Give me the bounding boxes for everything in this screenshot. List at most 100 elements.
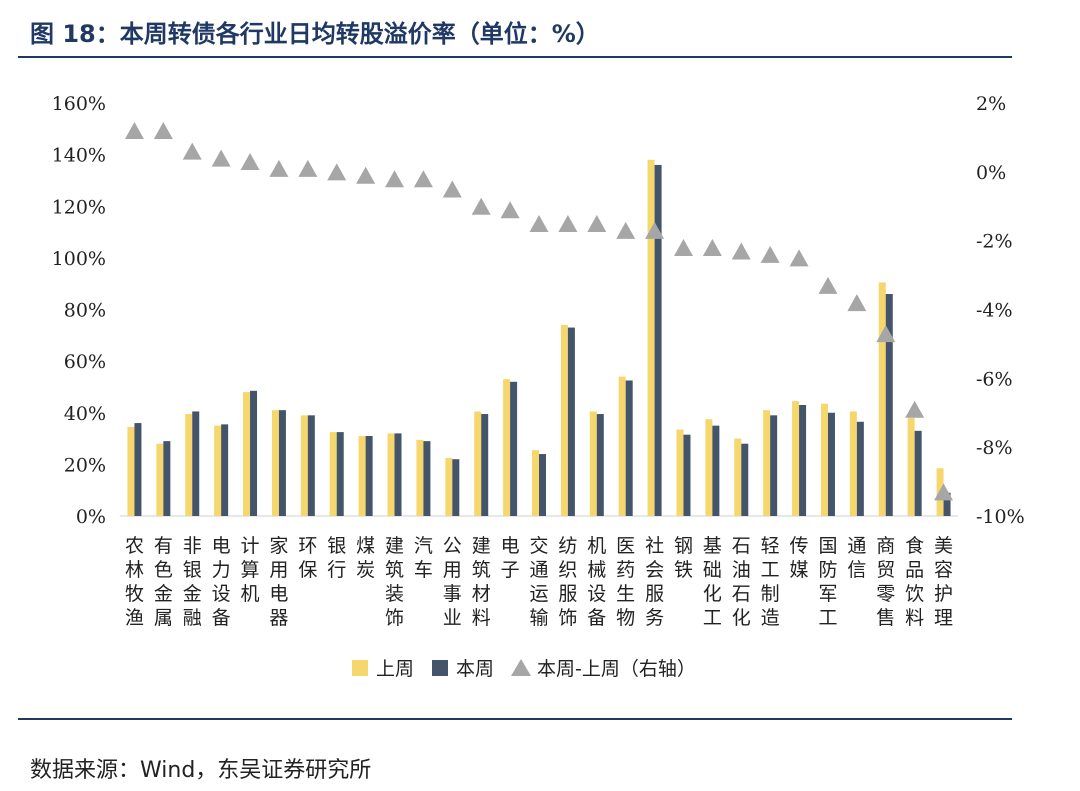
legend-label-this-week: 本周 [456,658,494,680]
x-category-label-char: 服 [558,583,577,605]
bar-this-week [770,415,778,516]
bar-this-week [423,441,431,516]
y-left-tick-label: 120% [52,196,106,218]
diff-triangle-marker [818,276,838,294]
figure-title: 图 18：本周转债各行业日均转股溢价率（单位：%） [30,20,600,48]
bar-this-week [452,459,460,516]
bar-last-week [127,426,135,516]
x-category-label-char: 用 [269,559,288,581]
x-category-label-char: 化 [732,607,751,629]
bar-last-week [503,379,511,516]
legend-marker-diff [511,659,531,676]
x-category-label-char: 商 [876,535,895,557]
x-category-label-char: 属 [154,607,173,629]
x-category-label-char: 用 [443,559,462,581]
y-left-tick-label: 40% [64,403,106,425]
diff-triangle-marker [529,214,549,232]
x-category-label-char: 车 [414,559,433,581]
x-category-label-char: 信 [847,559,866,581]
diff-triangle-marker [587,214,607,232]
bar-this-week [712,425,720,516]
bar-this-week [596,414,604,516]
bar-this-week [278,410,286,516]
x-category-label-char: 饰 [558,607,577,629]
x-category-label-char: 油 [732,559,751,581]
diff-triangle-marker [645,221,665,239]
x-category-label-char: 电 [269,583,288,605]
x-category-label-char: 饰 [385,607,404,629]
x-category-label-char: 事 [443,583,462,605]
bar-last-week [647,159,655,516]
x-category-label-char: 融 [183,607,202,629]
bar-this-week [365,435,373,516]
x-category-label-char: 国 [818,535,837,557]
diff-triangle-marker [789,249,809,267]
diff-triangle-marker [760,245,780,263]
y-left-tick-label: 20% [64,454,106,476]
bar-last-week [705,419,713,516]
x-category-label-char: 筑 [472,559,491,581]
bar-last-week [474,411,482,516]
x-category-label-char: 贸 [876,559,895,581]
x-category-label-char: 环 [298,535,317,557]
bar-this-week [221,424,229,516]
x-category-label-char: 牧 [125,583,144,605]
x-category-label-char: 食 [905,535,924,557]
legend-label-diff: 本周-上周（右轴） [537,658,696,680]
x-category-label-char: 零 [876,583,895,605]
x-category-label-char: 造 [761,607,780,629]
x-category-label-char: 器 [269,607,288,629]
diff-triangle-marker [673,239,693,257]
bar-this-week [827,412,835,516]
bar-this-week [192,411,200,516]
x-category-label-char: 家 [269,535,288,557]
bar-last-week [849,411,857,516]
diff-triangle-marker [934,483,954,501]
x-category-label-char: 石 [732,535,751,557]
diff-triangle-marker [702,239,722,257]
bar-last-week [820,403,828,516]
footer-rule [18,718,1012,720]
x-category-label-char: 非 [183,535,202,557]
bar-last-week [185,414,193,516]
x-category-label-char: 铁 [674,559,693,581]
x-category-label-char: 林 [125,559,144,581]
x-category-label-char: 业 [443,607,462,629]
diff-triangle-marker [558,214,578,232]
legend-swatch-this-week [432,660,448,676]
bar-this-week [914,430,922,516]
x-category-label-char: 建 [385,535,404,557]
bar-last-week [589,411,597,516]
x-category-label-char: 制 [761,583,780,605]
x-category-label-char: 电 [212,535,231,557]
x-category-label-char: 轻 [761,535,780,557]
x-category-label-char: 装 [385,583,404,605]
y-right-tick-label: -10% [976,506,1025,528]
bar-this-week [741,443,749,516]
x-category-label-char: 电 [501,535,520,557]
x-category-label-char: 服 [645,583,664,605]
bar-last-week [214,425,222,516]
diff-triangle-marker [847,294,867,312]
y-left-tick-label: 60% [64,351,106,373]
x-category-label-char: 媒 [790,559,809,581]
x-category-label-char: 汽 [414,535,433,557]
x-category-label-char: 有 [154,535,173,557]
y-left-tick-label: 80% [64,300,106,322]
bar-last-week [560,324,568,516]
x-category-label-char: 传 [790,535,809,557]
x-category-label-char: 工 [703,607,722,629]
x-category-label-char: 计 [241,535,260,557]
bar-last-week [358,435,366,516]
x-category-label-char: 纺 [558,535,577,557]
bar-this-week [163,441,171,516]
bar-this-week [943,492,951,516]
bar-last-week [792,401,800,516]
x-category-label-char: 力 [212,559,231,581]
x-category-label-char: 美 [934,535,953,557]
x-category-label-char: 织 [558,559,577,581]
x-category-label-char: 础 [703,559,722,581]
y-left-tick-label: 140% [52,145,106,167]
bar-last-week [734,438,742,516]
y-left-tick-label: 100% [52,248,106,270]
